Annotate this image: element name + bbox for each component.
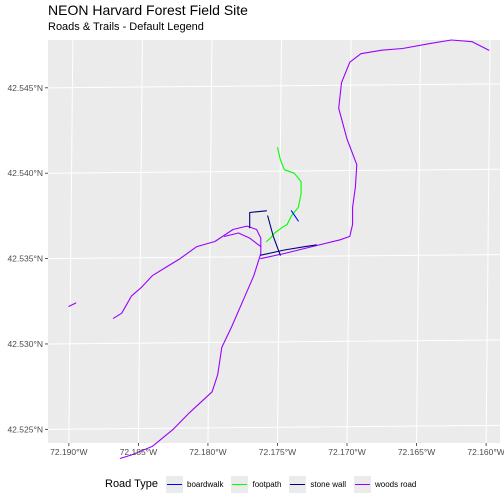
y-tick-label: 42.525°N [7, 424, 43, 434]
parallel-line [47, 83, 501, 89]
road-footpath [265, 147, 302, 243]
legend-label-woods-road: woods road [374, 479, 417, 489]
road-lines [68, 39, 490, 459]
road-stone-wall [260, 244, 317, 256]
legend-key-woods-road [353, 475, 371, 493]
legend-label-boardwalk: boardwalk [187, 479, 224, 489]
legend-key-boardwalk [166, 475, 184, 493]
legend-title: Road Type [105, 478, 159, 490]
parallel-line [47, 254, 501, 260]
legend-item-woods-road: woods road [353, 475, 417, 493]
meridian-line [207, 39, 213, 444]
legend-item-footpath: footpath [231, 475, 282, 493]
road-woods-road [68, 302, 77, 307]
legend-label-stone-wall: stone wall [310, 479, 346, 489]
y-tick-label: 42.530°N [7, 339, 43, 349]
road-woods-road [260, 39, 490, 260]
x-tick-label: 72.180°W [189, 447, 226, 457]
chart-title: NEON Harvard Forest Field Site [48, 2, 248, 18]
x-tick-label: 72.175°W [259, 447, 296, 457]
x-tick-label: 72.160°W [467, 447, 504, 457]
y-tick-label: 42.545°N [7, 83, 43, 93]
x-tick-label: 72.165°W [398, 447, 435, 457]
legend-item-boardwalk: boardwalk [166, 475, 224, 493]
road-woods-road [224, 232, 262, 248]
x-tick-label: 72.190°W [50, 447, 87, 457]
road-boardwalk [290, 210, 299, 222]
y-tick-label: 42.535°N [7, 254, 43, 264]
x-tick-label: 72.170°W [328, 447, 365, 457]
meridian-line [416, 39, 422, 444]
legend-item-stone-wall: stone wall [289, 475, 346, 493]
meridian-line [346, 39, 352, 444]
legend: Road Type boardwalk footpath stone wall … [105, 474, 424, 494]
meridian-line [276, 39, 282, 444]
legend-key-stone-wall [289, 475, 307, 493]
parallel-line [47, 339, 501, 345]
parallel-line [47, 168, 501, 174]
x-tick-label: 72.185°W [120, 447, 157, 457]
meridian-line [137, 39, 143, 444]
road-stone-wall [249, 210, 267, 229]
parallel-line [47, 424, 501, 430]
graticule [47, 39, 501, 444]
chart-subtitle: Roads & Trails - Default Legend [48, 21, 204, 33]
road-woods-road [112, 225, 262, 459]
x-axis: 72.190°W 72.185°W 72.180°W 72.175°W 72.170°W… [50, 443, 504, 457]
meridian-line [485, 39, 491, 444]
y-axis: 42.525°N 42.530°N 42.535°N 42.540°N 42.545°N [7, 83, 48, 434]
plot-panel [48, 40, 500, 443]
road-stone-wall [267, 215, 281, 256]
y-tick-label: 42.540°N [7, 168, 43, 178]
meridian-line [68, 39, 74, 444]
legend-label-footpath: footpath [252, 479, 282, 489]
legend-key-footpath [231, 475, 249, 493]
